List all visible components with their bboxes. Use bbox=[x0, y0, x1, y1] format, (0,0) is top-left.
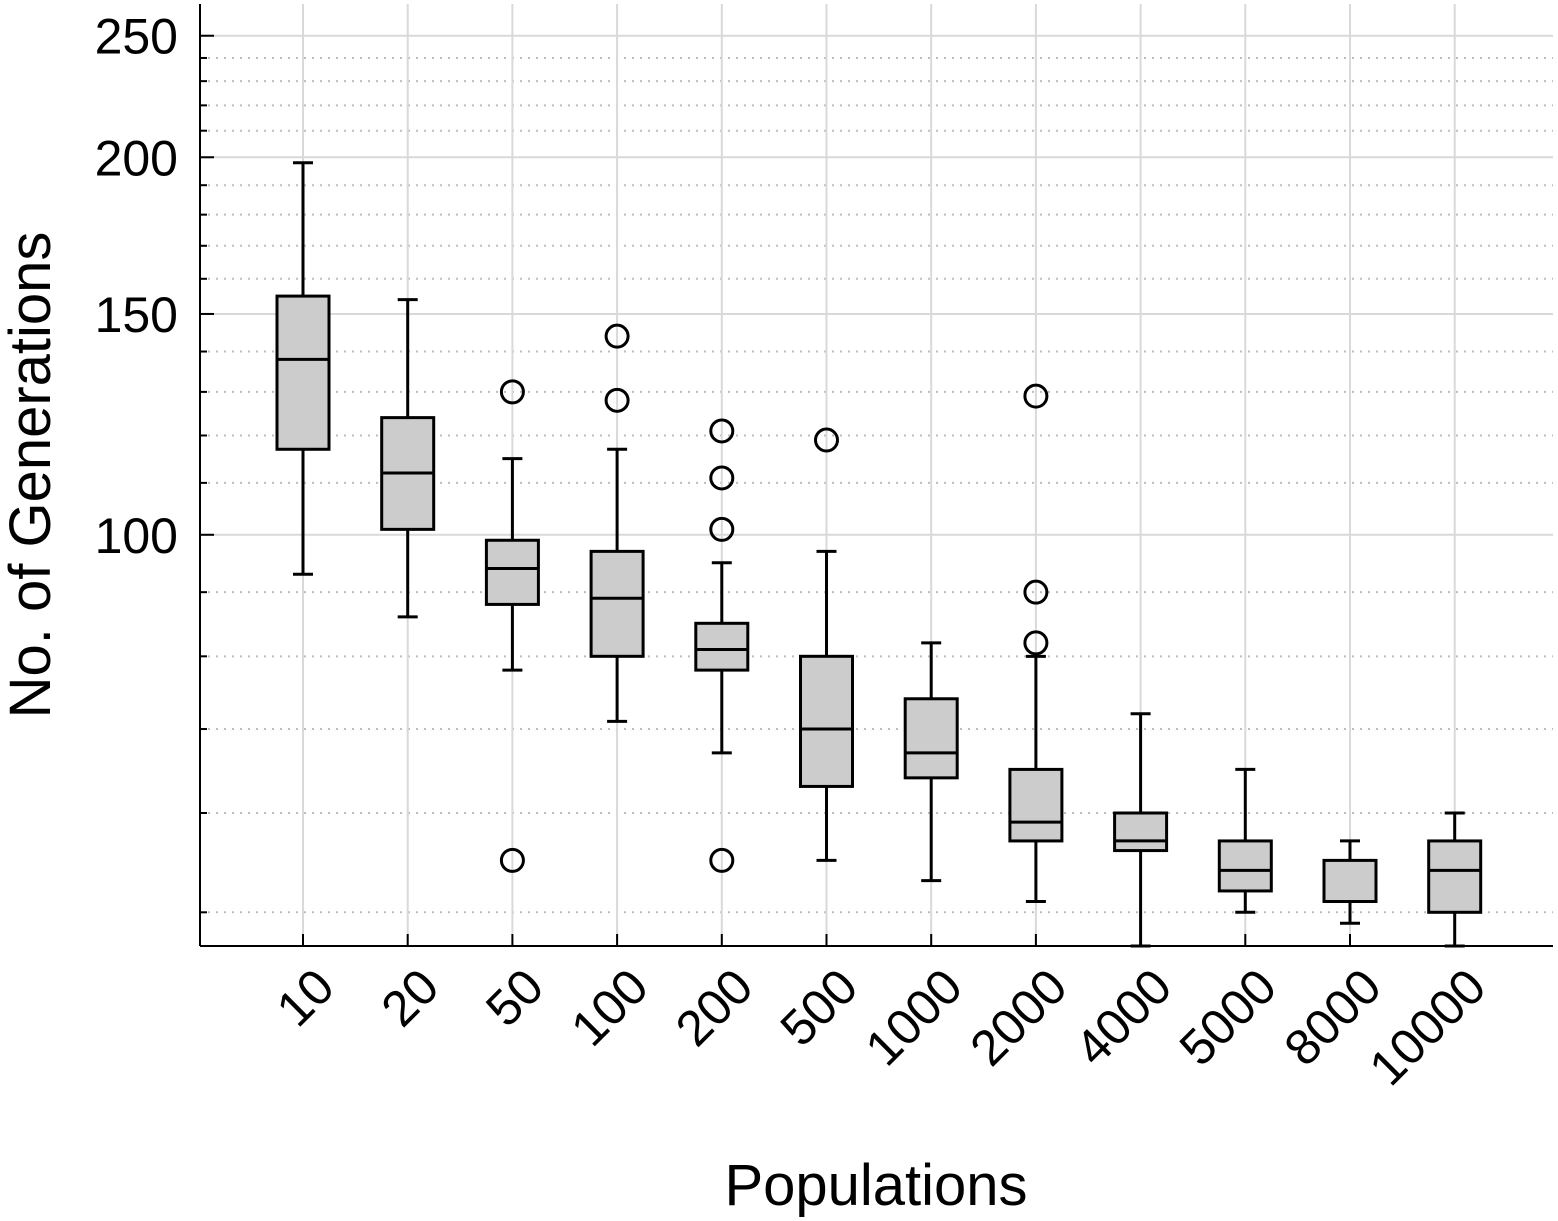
axes bbox=[199, 4, 1553, 947]
outlier-point bbox=[709, 418, 735, 444]
box-1000 bbox=[903, 641, 959, 883]
x-tick-label: 2000 bbox=[959, 958, 1077, 1076]
x-tick-label: 50 bbox=[475, 958, 554, 1037]
box-20 bbox=[380, 298, 436, 619]
iqr-box bbox=[1008, 767, 1064, 843]
box-500 bbox=[799, 427, 854, 862]
outlier-point bbox=[709, 465, 735, 491]
x-axis-title: Populations bbox=[724, 1153, 1027, 1218]
box-2000 bbox=[1008, 383, 1064, 904]
iqr-box bbox=[799, 654, 854, 788]
iqr-box bbox=[903, 697, 959, 780]
x-tick-label: 100 bbox=[560, 958, 659, 1057]
x-tick-label: 500 bbox=[770, 958, 869, 1057]
y-tick-label: 100 bbox=[95, 508, 178, 564]
iqr-box bbox=[1322, 858, 1378, 904]
outlier-point bbox=[604, 387, 630, 413]
outlier-point bbox=[1023, 383, 1049, 409]
outlier-point bbox=[814, 427, 839, 453]
outlier-point bbox=[1023, 630, 1049, 656]
iqr-box bbox=[484, 538, 540, 606]
outlier-point bbox=[499, 379, 525, 405]
iqr-box bbox=[694, 621, 750, 672]
iqr-box bbox=[275, 294, 331, 451]
box-4000 bbox=[1113, 712, 1169, 948]
x-tick-label: 1000 bbox=[855, 958, 973, 1076]
box-series bbox=[275, 161, 1483, 948]
x-tick-label: 10000 bbox=[1359, 958, 1497, 1096]
outlier-point bbox=[709, 516, 735, 542]
iqr-box bbox=[1113, 811, 1169, 853]
outlier-point bbox=[709, 847, 735, 873]
x-tick-label: 20 bbox=[371, 958, 450, 1037]
x-tick-label: 10 bbox=[266, 958, 345, 1037]
box-10 bbox=[275, 161, 331, 576]
x-tick-label: 200 bbox=[665, 958, 764, 1057]
outlier-point bbox=[499, 847, 525, 873]
box-10000 bbox=[1427, 811, 1483, 948]
box-100 bbox=[589, 323, 645, 723]
outlier-point bbox=[1023, 579, 1049, 605]
iqr-box bbox=[1427, 839, 1483, 914]
outlier-point bbox=[604, 323, 630, 349]
iqr-box bbox=[1217, 839, 1273, 893]
box-50 bbox=[484, 379, 540, 873]
x-tick-label: 5000 bbox=[1169, 958, 1287, 1076]
y-axis-title: No. of Generations bbox=[0, 232, 63, 719]
box-5000 bbox=[1217, 767, 1273, 914]
y-tick-label: 200 bbox=[95, 130, 178, 186]
y-tick-label: 150 bbox=[95, 287, 178, 343]
box-200 bbox=[694, 418, 750, 873]
y-tick-label: 250 bbox=[95, 9, 178, 65]
x-tick-label: 4000 bbox=[1064, 958, 1182, 1076]
iqr-box bbox=[589, 549, 645, 658]
box-8000 bbox=[1322, 839, 1378, 925]
